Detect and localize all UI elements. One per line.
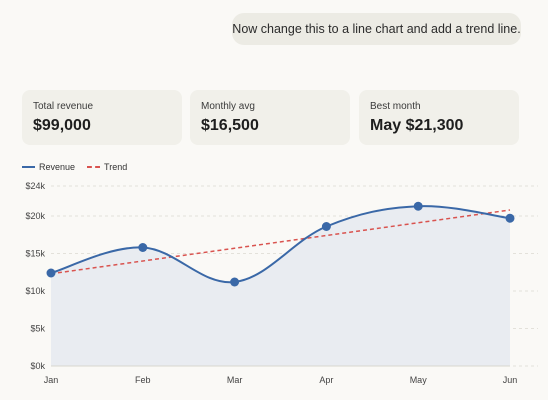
trend-line xyxy=(50,209,511,275)
stat-label-best-month: Best month xyxy=(370,101,421,112)
revenue-line xyxy=(50,205,511,284)
y-tick-label: $15k xyxy=(25,249,45,259)
stat-value-best-month: May $21,300 xyxy=(370,117,464,134)
legend-swatch-trend xyxy=(87,166,101,168)
x-tick-label: Apr xyxy=(319,375,333,385)
y-tick-label: $5k xyxy=(30,324,45,334)
legend-swatch-revenue xyxy=(22,166,35,168)
y-tick-label: $0k xyxy=(30,361,45,371)
revenue-area-fill xyxy=(51,206,510,366)
revenue-data-point xyxy=(138,243,148,252)
user-message-bubble: Now change this to a line chart and add … xyxy=(232,13,521,45)
user-message-text: Now change this to a line chart and add … xyxy=(232,22,521,36)
y-tick-label: $10k xyxy=(25,286,45,296)
x-tick-label: Feb xyxy=(135,375,151,385)
stat-card-monthly-avg: Monthly avg $16,500 xyxy=(190,90,350,145)
legend-label-revenue: Revenue xyxy=(39,162,76,172)
stat-card-total-revenue: Total revenue $99,000 xyxy=(22,90,182,145)
x-tick-label: Mar xyxy=(227,375,243,385)
chart-legend: Revenue Trend xyxy=(22,161,139,173)
y-tick-label: $24k xyxy=(25,181,45,191)
x-tick-label: May xyxy=(410,375,428,385)
y-tick-label: $20k xyxy=(25,211,45,221)
stat-label-total-revenue: Total revenue xyxy=(33,101,94,112)
stat-value-total-revenue: $99,000 xyxy=(33,117,91,134)
revenue-data-point xyxy=(413,201,423,211)
stat-card-best-month: Best month May $21,300 xyxy=(359,90,519,145)
revenue-data-point xyxy=(321,222,331,231)
revenue-data-point xyxy=(505,213,515,223)
revenue-data-point xyxy=(230,277,240,287)
x-tick-label: Jan xyxy=(44,375,59,385)
revenue-data-point xyxy=(46,268,56,278)
legend-label-trend: Trend xyxy=(104,162,128,172)
legend-item-revenue: Revenue xyxy=(22,162,75,172)
stat-label-monthly-avg: Monthly avg xyxy=(201,101,255,112)
revenue-line-chart: $0k $5k $10k $15k $20k $24k Jan Feb Mar Apr May Jun xyxy=(25,181,538,385)
x-tick-label: Jun xyxy=(503,375,518,385)
stat-value-monthly-avg: $16,500 xyxy=(201,117,259,134)
legend-item-trend: Trend xyxy=(87,162,127,172)
